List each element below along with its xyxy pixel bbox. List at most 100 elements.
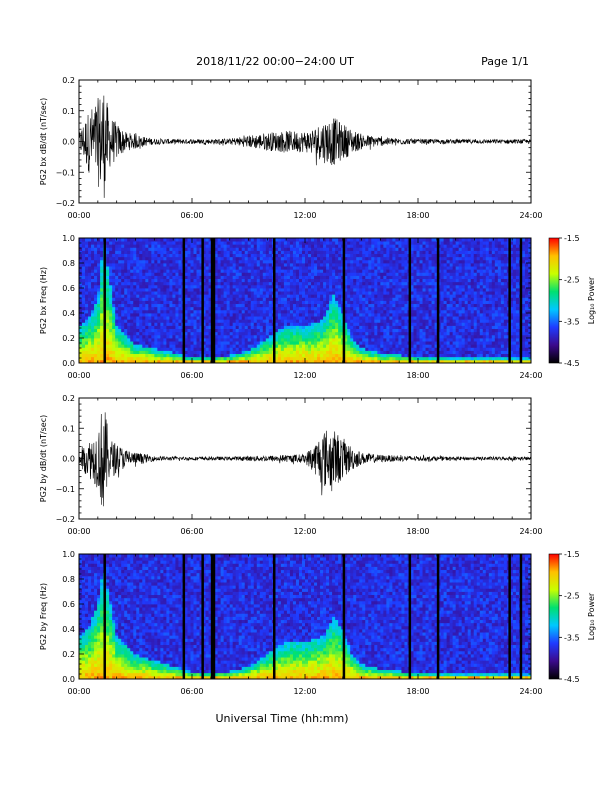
spectrogram-cell bbox=[178, 294, 182, 298]
spectrogram-cell bbox=[374, 253, 378, 258]
spectrogram-cell bbox=[133, 297, 137, 301]
spectrogram-cell bbox=[277, 353, 282, 358]
spectrogram-cell bbox=[280, 300, 285, 305]
spectrogram-cell bbox=[386, 344, 390, 348]
spectrogram-cell bbox=[199, 328, 203, 333]
spectrogram-cell bbox=[172, 297, 176, 301]
spectrogram-cell bbox=[172, 284, 176, 289]
spectrogram-cell bbox=[148, 284, 152, 289]
spectrogram-cell bbox=[353, 297, 357, 301]
spectrogram-cell bbox=[371, 331, 375, 336]
spectrogram-cell bbox=[169, 241, 173, 245]
spectrogram-cell bbox=[115, 256, 119, 261]
spectrogram-cell bbox=[127, 263, 131, 267]
spectrogram-cell bbox=[208, 338, 212, 342]
spectrogram-cell bbox=[169, 303, 173, 308]
spectrogram-cell bbox=[223, 322, 228, 326]
spectrogram-cell bbox=[353, 238, 357, 242]
spectrogram-cell bbox=[250, 341, 255, 345]
spectrogram-cell bbox=[190, 297, 194, 301]
spectrogram-cell bbox=[295, 253, 300, 258]
spectrogram-cell bbox=[428, 284, 432, 289]
spectrogram-cell bbox=[160, 269, 164, 273]
spectrogram-cell bbox=[422, 309, 426, 314]
spectrogram-cell bbox=[163, 328, 167, 333]
spectrogram-cell bbox=[151, 275, 155, 280]
spectrogram-cell bbox=[259, 328, 264, 333]
spectrogram-cell bbox=[443, 341, 448, 345]
spectrogram-cell bbox=[163, 353, 167, 358]
spectrogram-cell bbox=[380, 263, 384, 267]
spectrogram-cell bbox=[326, 306, 330, 311]
spectrogram-cell bbox=[292, 297, 297, 301]
spectrogram-cell bbox=[380, 256, 384, 261]
spectrogram-cell bbox=[169, 319, 173, 323]
spectrogram-cell bbox=[280, 325, 285, 330]
spectrogram-cell bbox=[220, 309, 225, 314]
spectrogram-cell bbox=[133, 241, 137, 245]
spectrogram-cell bbox=[380, 278, 384, 283]
spectrogram-cell bbox=[190, 247, 194, 251]
spectrogram-cell bbox=[443, 344, 448, 348]
spectrogram-cell bbox=[250, 272, 255, 276]
spectrogram-cell bbox=[289, 266, 294, 270]
spectrogram-cell bbox=[428, 247, 432, 251]
spectrogram-cell bbox=[121, 347, 125, 351]
spectrogram-cell bbox=[88, 294, 92, 298]
spectrogram-cell bbox=[187, 309, 191, 314]
spectrogram-cell bbox=[145, 322, 149, 326]
spectrogram-cell bbox=[395, 331, 399, 336]
spectrogram-cell bbox=[446, 350, 451, 355]
spectrogram-cell bbox=[398, 331, 402, 336]
spectrogram-cell bbox=[226, 347, 231, 351]
spectrogram-cell bbox=[124, 281, 128, 286]
spectrogram-cell bbox=[383, 238, 387, 242]
spectrogram-cell bbox=[187, 306, 191, 311]
spectrogram-cell bbox=[124, 269, 128, 273]
spectrogram-cell bbox=[121, 269, 125, 273]
spectrogram-cell bbox=[292, 316, 297, 320]
spectrogram-cell bbox=[308, 322, 312, 326]
spectrogram-cell bbox=[232, 344, 237, 348]
spectrogram-cell bbox=[178, 272, 182, 276]
spectrogram-cell bbox=[410, 359, 414, 364]
spectrogram-cell bbox=[79, 253, 83, 258]
spectrogram-cell bbox=[94, 356, 98, 361]
spectrogram-cell bbox=[205, 338, 209, 342]
spectrogram-cell bbox=[124, 309, 128, 314]
spectrogram-cell bbox=[115, 253, 119, 258]
spectrogram-cell bbox=[166, 275, 170, 280]
spectrogram-cell bbox=[88, 303, 92, 308]
spectrogram-cell bbox=[353, 350, 357, 355]
spectrogram-cell bbox=[124, 256, 128, 261]
spectrogram-cell bbox=[121, 313, 125, 317]
spectrogram-cell bbox=[121, 244, 125, 248]
spectrogram-cell bbox=[425, 291, 429, 295]
spectrogram-cell bbox=[404, 347, 408, 351]
spectrogram-cell bbox=[443, 288, 448, 292]
spectrogram-cell bbox=[295, 328, 300, 333]
spectrogram-cell bbox=[178, 241, 182, 245]
spectrogram-cell bbox=[317, 331, 321, 336]
spectrogram-cell bbox=[127, 272, 131, 276]
spectrogram-cell bbox=[347, 281, 351, 286]
spectrogram-cell bbox=[172, 313, 176, 317]
spectrogram-cell bbox=[265, 300, 270, 305]
spectrogram-cell bbox=[226, 238, 231, 242]
spectrogram-cell bbox=[368, 341, 372, 345]
spectrogram-cell bbox=[398, 313, 402, 317]
spectrogram-cell bbox=[232, 316, 237, 320]
spectrogram-cell bbox=[172, 359, 176, 364]
spectrogram-cell bbox=[359, 341, 363, 345]
spectrogram-cell bbox=[172, 353, 176, 358]
spectrogram-cell bbox=[124, 328, 128, 333]
spectrogram-cell bbox=[383, 353, 387, 358]
spectrogram-cell bbox=[283, 300, 288, 305]
spectrogram-cell bbox=[317, 278, 321, 283]
spectrogram-cell bbox=[217, 250, 222, 255]
spectrogram-cell bbox=[359, 334, 363, 339]
spectrogram-cell bbox=[112, 322, 116, 326]
spectrogram-cell bbox=[359, 353, 363, 358]
spectrogram-cell bbox=[440, 303, 445, 308]
spectrogram-cell bbox=[425, 359, 429, 364]
